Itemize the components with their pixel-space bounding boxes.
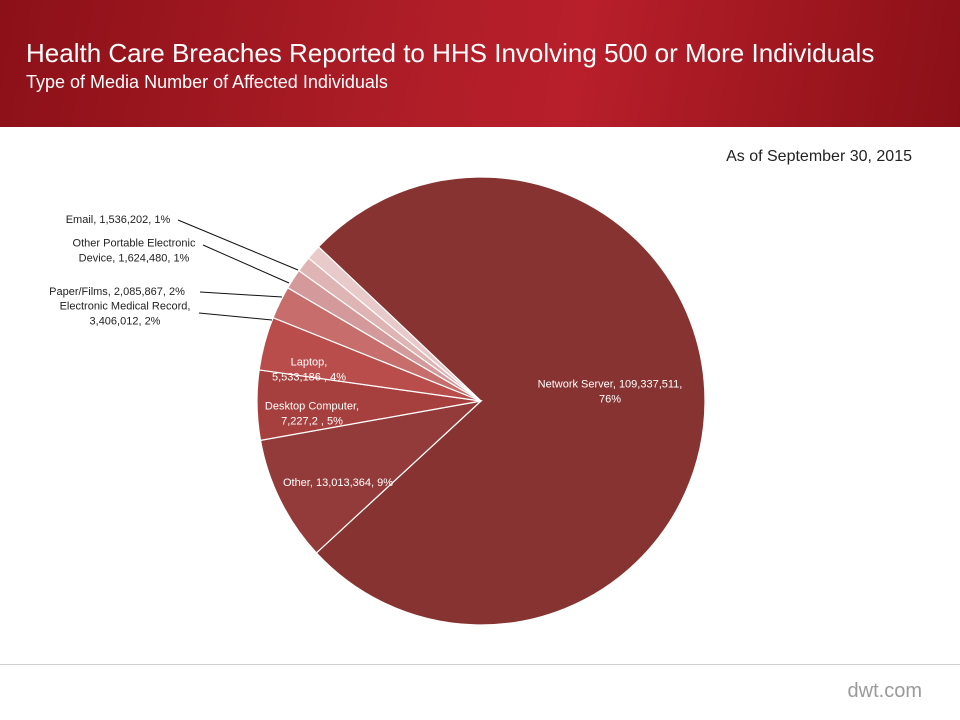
slice-label-line: 5,533,186 , 4% — [272, 372, 346, 384]
slice-labels: Network Server, 109,337,511, 76% Other, 13… — [49, 214, 682, 489]
footer-brand: dwt.com — [847, 680, 922, 702]
slice-label-line: Laptop, — [291, 357, 328, 369]
slice-label-line: Other, 13,013,364, 9% — [283, 477, 393, 489]
pie-chart: Network Server, 109,337,511, 76% Other, 13… — [49, 176, 706, 626]
slice-label-line: Device, 1,624,480, 1% — [79, 253, 190, 265]
pie-slice-network-server — [315, 176, 706, 626]
slice-label-line: Paper/Films, 2,085,867, 2% — [49, 286, 185, 298]
slice-label-paper-films: Paper/Films, 2,085,867, 2% — [49, 286, 185, 298]
footer-divider — [0, 664, 960, 665]
slice-label-other-portable-electronic-device: Other Portable Electronic Device, 1,624,4… — [73, 238, 196, 265]
slice-label-line: Electronic Medical Record, — [60, 301, 191, 313]
leader-lines — [177, 219, 299, 321]
slice-label-line: Network Server, 109,337,511, — [538, 379, 683, 391]
slice-label-email: Email, 1,536,202, 1% — [66, 214, 171, 226]
slice-label-electronic-medical-record: Electronic Medical Record, 3,406,012, 2% — [60, 301, 191, 328]
leader-line-electronic-medical-record — [198, 312, 273, 321]
page-title: Health Care Breaches Reported to HHS Inv… — [26, 38, 875, 68]
header-banner: Health Care Breaches Reported to HHS Inv… — [0, 0, 960, 127]
pie-slice-email — [307, 245, 482, 402]
slice-label-line: Other Portable Electronic — [73, 238, 196, 250]
pie-slice-other — [259, 400, 483, 554]
slice-label-line: 3,406,012, 2% — [90, 316, 161, 328]
pie-slices — [256, 176, 706, 626]
slice-label-network-server: Network Server, 109,337,511, 76% — [538, 379, 683, 406]
slice-label-line: Email, 1,536,202, 1% — [66, 214, 171, 226]
page-subtitle: Type of Media Number of Affected Individ… — [26, 72, 388, 92]
slice-label-laptop: Laptop, 5,533,186 , 4% — [272, 357, 346, 384]
as-of-date: As of September 30, 2015 — [726, 148, 912, 165]
slice-label-line: Desktop Computer, — [265, 401, 359, 413]
slice-label-line: 7,227,2 , 5% — [281, 416, 343, 428]
slice-label-other: Other, 13,013,364, 9% — [283, 477, 393, 489]
leader-line-email — [177, 219, 299, 271]
leader-line-paper-films — [199, 291, 283, 298]
leader-line-other-portable-electronic-device — [202, 244, 290, 284]
slice-label-line: 76% — [599, 394, 621, 406]
slice-label-desktop-computer: Desktop Computer, 7,227,2 , 5% — [265, 401, 359, 428]
